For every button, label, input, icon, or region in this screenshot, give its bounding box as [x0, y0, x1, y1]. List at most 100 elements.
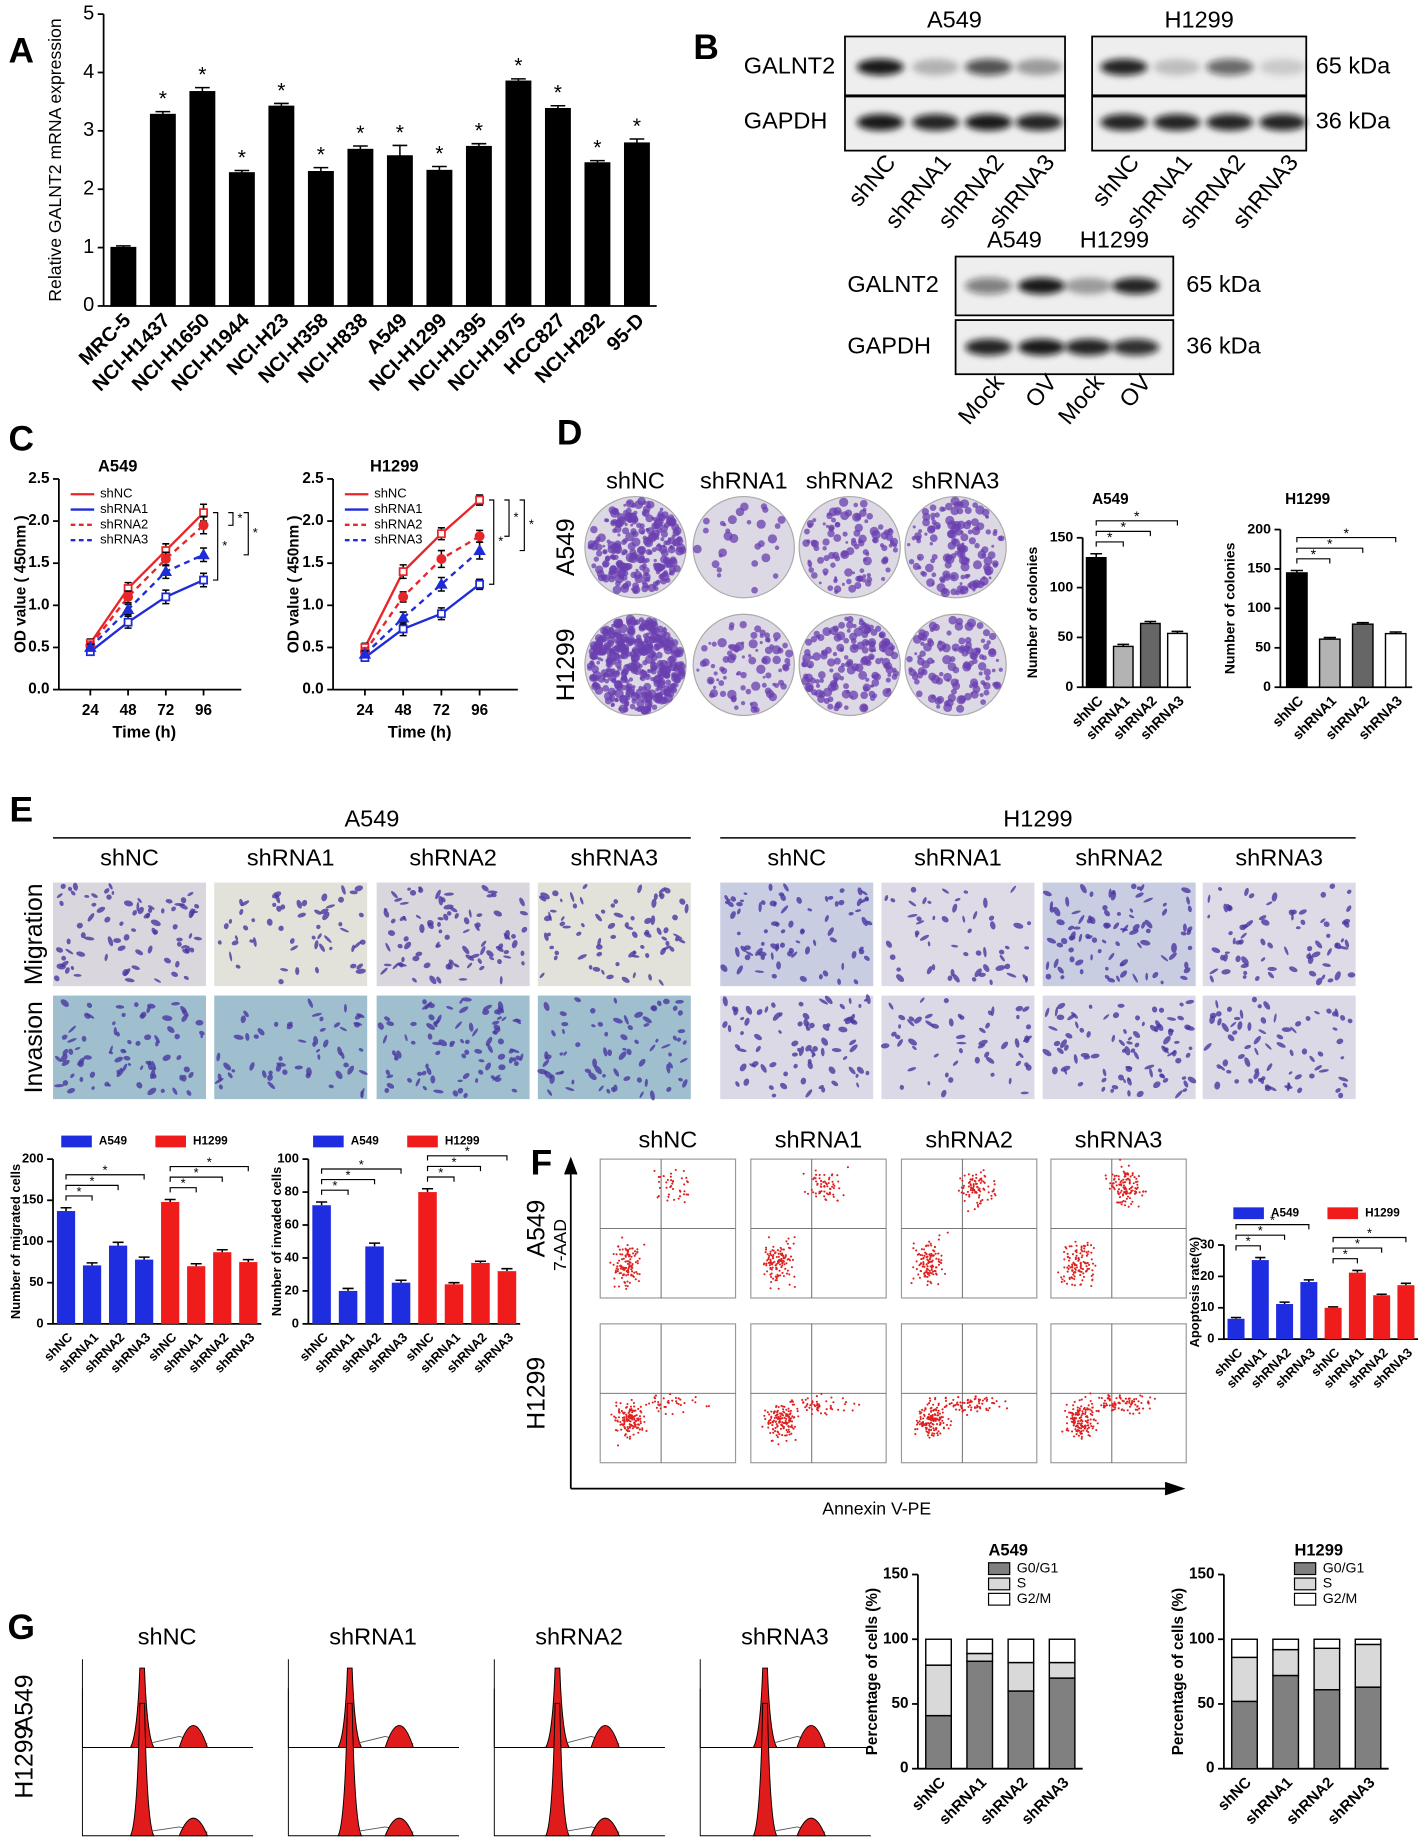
cell: [478, 1069, 484, 1075]
cell: [410, 1021, 417, 1027]
colony: [866, 576, 873, 583]
cell: [1157, 1068, 1162, 1073]
significance-label: *: [1107, 529, 1113, 545]
cell: [722, 996, 728, 1007]
significance-bracket: [489, 499, 495, 585]
event: [1086, 1261, 1089, 1265]
bar: [187, 1266, 206, 1324]
event: [961, 1191, 964, 1194]
colony: [623, 503, 627, 507]
event: [983, 1397, 986, 1400]
event: [1075, 1251, 1078, 1254]
colony: [636, 706, 642, 712]
colony: [653, 637, 658, 642]
event: [782, 1256, 785, 1259]
event: [937, 1258, 940, 1261]
event: [804, 1406, 807, 1409]
colony: [621, 668, 629, 676]
event: [794, 1438, 797, 1442]
y-tick-label: 0: [292, 1315, 299, 1330]
cell: [560, 898, 563, 903]
event: [928, 1436, 931, 1439]
colony: [626, 683, 633, 690]
blot-band: [856, 58, 904, 76]
error-bar: [392, 144, 408, 156]
event: [784, 1434, 787, 1437]
event: [797, 1415, 800, 1418]
event: [1125, 1192, 1128, 1196]
cell: [1287, 1082, 1291, 1092]
cell: [339, 927, 349, 933]
colony: [852, 623, 857, 629]
cell: [1254, 975, 1260, 981]
row-label: Invasion: [21, 1001, 48, 1093]
cell: [68, 1025, 77, 1033]
cell: [858, 946, 864, 952]
colony: [654, 580, 660, 586]
event: [998, 1405, 1001, 1408]
colony: [817, 556, 825, 564]
significance-label: *: [1311, 546, 1317, 562]
event: [930, 1266, 933, 1269]
event: [614, 1269, 617, 1272]
cell: [464, 1039, 470, 1045]
event: [673, 1198, 676, 1201]
cell: [508, 1057, 514, 1064]
event: [981, 1198, 984, 1202]
event: [1131, 1172, 1134, 1175]
colony: [827, 703, 834, 710]
event: [934, 1419, 937, 1422]
colony: [823, 571, 828, 576]
cell: [1077, 1081, 1084, 1087]
event: [931, 1432, 934, 1435]
event: [977, 1189, 981, 1192]
event: [648, 1402, 651, 1405]
event: [774, 1279, 777, 1282]
cell: [743, 945, 751, 951]
event: [981, 1399, 984, 1402]
event: [974, 1395, 977, 1398]
cell: [1086, 1031, 1091, 1038]
colony: [979, 654, 985, 660]
event: [694, 1396, 697, 1399]
event: [671, 1399, 674, 1402]
cell: [452, 1090, 459, 1097]
event: [935, 1409, 938, 1412]
event: [1080, 1246, 1083, 1249]
colony: [959, 582, 963, 586]
colony: [589, 661, 594, 666]
cell: [606, 1088, 611, 1094]
event: [928, 1416, 931, 1419]
colony: [638, 624, 646, 632]
event: [782, 1254, 785, 1257]
cell: [1078, 914, 1085, 925]
cell: [1027, 921, 1032, 926]
event: [816, 1406, 819, 1409]
event: [1128, 1187, 1131, 1191]
cell: [1044, 1007, 1050, 1018]
cell: [87, 913, 95, 922]
g2-peak: [590, 1725, 620, 1748]
blot-band: [1017, 338, 1066, 356]
colony: [892, 547, 898, 553]
event: [664, 1405, 667, 1409]
event: [980, 1179, 983, 1182]
colony: [639, 523, 645, 529]
event: [995, 1400, 998, 1403]
event: [774, 1405, 778, 1409]
bar-segment: [925, 1664, 953, 1717]
event: [666, 1178, 669, 1182]
event: [931, 1264, 934, 1267]
event: [626, 1426, 629, 1429]
cell: [1309, 1073, 1315, 1079]
event: [970, 1187, 973, 1190]
cell: [386, 1021, 395, 1026]
cell: [1247, 1022, 1252, 1031]
colony: [664, 642, 673, 652]
event: [941, 1416, 944, 1419]
colony: [967, 529, 973, 535]
cell: [187, 891, 194, 897]
legend-swatch: [1293, 1592, 1317, 1606]
cell: [426, 1023, 435, 1030]
event: [631, 1414, 634, 1417]
